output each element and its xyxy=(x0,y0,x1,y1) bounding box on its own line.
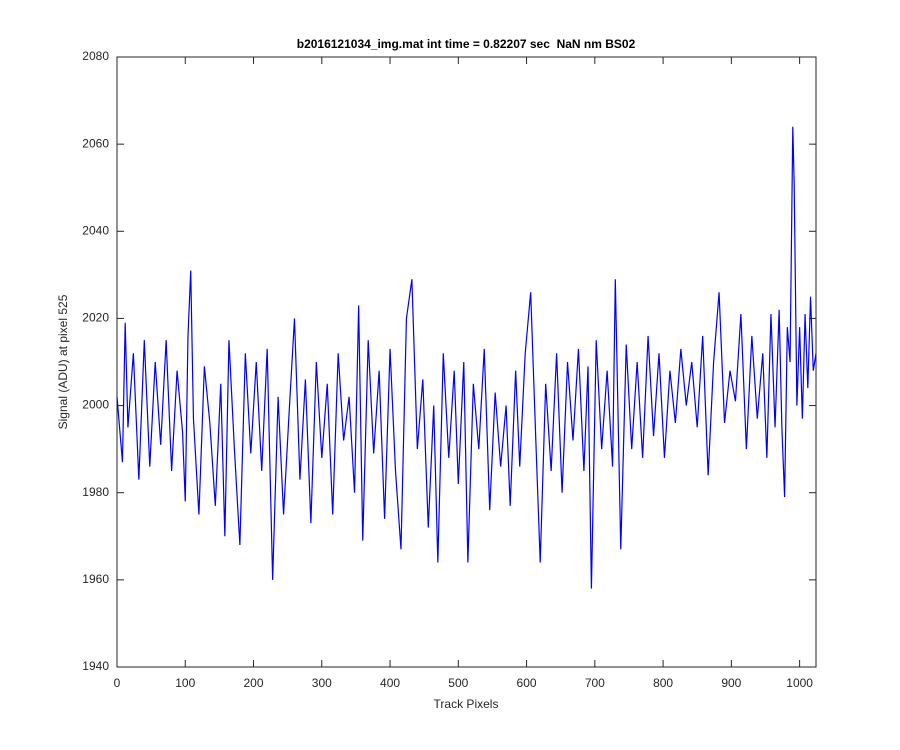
y-tick-label: 2080 xyxy=(82,49,109,63)
y-tick-label: 1960 xyxy=(82,572,109,586)
data-line xyxy=(116,126,817,589)
x-tick-label: 300 xyxy=(312,676,332,690)
x-tick-label: 600 xyxy=(517,676,537,690)
x-tick-label: 500 xyxy=(448,676,468,690)
x-tick-label: 100 xyxy=(175,676,195,690)
x-tick-label: 400 xyxy=(380,676,400,690)
x-tick-label: 900 xyxy=(721,676,741,690)
chart-title: b2016121034_img.mat int time = 0.82207 s… xyxy=(297,37,636,51)
x-tick-label: 700 xyxy=(585,676,605,690)
plot-area xyxy=(116,56,817,668)
x-axis-label: Track Pixels xyxy=(434,697,499,711)
y-tick-label: 2060 xyxy=(82,136,109,150)
y-axis-label: Signal (ADU) at pixel 525 xyxy=(56,294,70,429)
y-tick-label: 2040 xyxy=(82,223,109,237)
y-tick-label: 2000 xyxy=(82,398,109,412)
x-tick-label: 1000 xyxy=(786,676,813,690)
x-tick-label: 200 xyxy=(244,676,264,690)
y-tick-label: 1980 xyxy=(82,485,109,499)
x-tick-label: 0 xyxy=(114,676,121,690)
y-tick-label: 2020 xyxy=(82,311,109,325)
y-tick-label: 1940 xyxy=(82,659,109,673)
x-tick-label: 800 xyxy=(653,676,673,690)
